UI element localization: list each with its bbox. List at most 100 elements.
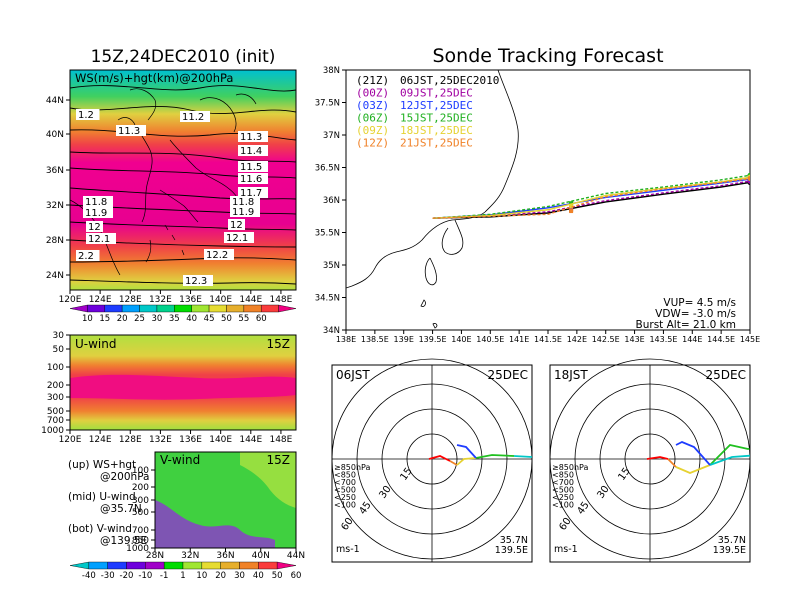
legend-subline: @200hPa [100,471,150,483]
contour-label: 11.4 [240,146,262,157]
colorbar-cell [156,304,175,313]
lon-tick-label: 138.5E [361,335,389,344]
contour-label-box [180,111,210,122]
contour-label: 11.8 [232,197,254,208]
contour-label-box [116,125,146,136]
left-title: 15Z,24DEC2010 (init) [91,47,276,67]
colorbar-tick-label: 20 [117,314,128,324]
colorbar-tick-label: 20 [215,571,226,581]
polar-loc-lat: 35.7N [500,535,528,546]
colorbar-cell [191,304,210,313]
lat-tick-label: 28N [46,236,64,246]
contour-label: 12.2 [206,250,228,261]
contour-label: 11.7 [240,188,262,199]
legend-subline: @139.5E [100,535,147,547]
track-line [432,177,750,219]
u-wind-time: 15Z [267,337,291,351]
v-wind-lat-axis: 28N 32N 36N 40N 44N [146,548,305,561]
colorbar-cell [69,561,90,570]
contour-label-group: 1.2 11.211.311.311.411.511.611.711.8 11.81… [76,109,268,287]
p-tick-label: 500 [132,508,149,518]
contour-label-box [238,187,268,198]
colorbar-cell [87,304,105,313]
track-lat-axis: 38N 37.5N 37N 36.5N 36N 35.5N 35N 34.5N 34N [315,66,346,336]
colorbar-tick-label: 60 [291,571,302,581]
p-tick-label: 200 [132,483,149,493]
colorbar-cell [163,561,184,570]
lon-tick-label: 148E [269,295,292,305]
u-wind-title: U-wind [75,337,116,351]
polar-level-legend: <100 [552,501,574,510]
hodograph-segment [456,444,477,459]
hodograph-segment [456,457,477,466]
lat-tick-label: 34.5N [315,294,340,304]
v-wind-positive-area [240,452,296,508]
p-tick-label: 1000 [41,426,64,436]
contour-label-box [183,275,213,286]
lat-tick-label: 37N [323,131,340,141]
polar-time: 06JST [336,368,370,382]
colorbar-cell [258,561,278,570]
colorbar-tick-label: 55 [238,314,249,324]
ws-map-frame [69,69,297,291]
lon-tick-label: 132E [149,295,172,305]
colorbar-tick-label: -40 [82,571,96,581]
colorbar-cell [243,304,262,313]
polar-level-legend: <500 [552,486,574,495]
p-tick-label: 200 [47,381,64,391]
coastline [70,88,257,276]
track-legend-time: 18JST,25DEC [400,124,473,137]
legend-subline: @35.7N [100,503,142,515]
contour-label-box [204,249,234,260]
track-burst-marker [569,209,574,214]
polar-level-legend: <500 [334,486,356,495]
track-param: VUP= 4.5 m/s [663,297,736,309]
contour-label: 2.2 [78,251,94,262]
legend-line: (up) WS+hgt [68,459,136,471]
lon-tick-label: 144E [682,335,702,344]
colorbar-tick-label: -30 [101,571,115,581]
contour-label: 12.1 [226,233,248,244]
contour-label: 12 [88,222,101,233]
polar-loc-lon: 139.5E [495,545,528,556]
p-tick-label: 500 [47,407,64,417]
lat-tick-label: 40N [46,130,64,140]
polar-level-legend: <250 [334,493,356,502]
colorbar-tick-label: 1 [180,571,185,581]
ws-map-panel: WS(m/s)+hgt(km)@200hPa 1.2 11.2 11.3 11.3 11… [46,69,297,305]
polar-date: 25DEC [706,368,746,382]
hodograph-segment [513,455,532,460]
lon-tick-label: 140E [209,435,232,445]
polar-level-legend: <700 [552,478,574,487]
hodograph-segment [675,441,711,466]
hodograph [646,441,750,474]
contour-label: 11.3 [240,132,262,143]
lon-tick-label: 144.5E [707,335,735,344]
v-wind-title: V-wind [160,453,200,467]
lon-tick-label: 140.5E [476,335,504,344]
lat-tick-label: 35.5N [315,229,340,239]
colorbar-tick-label: 10 [196,571,207,581]
lat-tick-label: 44N [287,551,305,561]
track-line [432,174,750,219]
track-legend-time: 15JST,25DEC [400,112,473,125]
p-tick-label: 700 [47,416,64,426]
hodograph-segment [709,454,750,466]
hodograph-segment [709,444,750,466]
lat-tick-label: 32N [181,551,199,561]
track-lines [432,172,750,219]
track-legend-name: (00Z) [356,87,389,100]
contour-label: 11.6 [240,174,262,185]
track-legend-time: 21JST,25DEC [400,137,473,150]
lon-tick-label: 120E [59,295,82,305]
contour-label-box [86,233,116,244]
contour-label: 1.2 [78,110,94,121]
lon-tick-label: 141.5E [534,335,562,344]
lon-tick-label: 140E [209,295,232,305]
contour-label-box [238,145,268,156]
ws-colorbar: 10 15 20 25 30 35 40 45 50 55 60 [69,304,297,324]
contour-label: 11.8 [85,197,107,208]
hodograph-segment [449,460,458,466]
colorbar-cell [126,561,146,570]
